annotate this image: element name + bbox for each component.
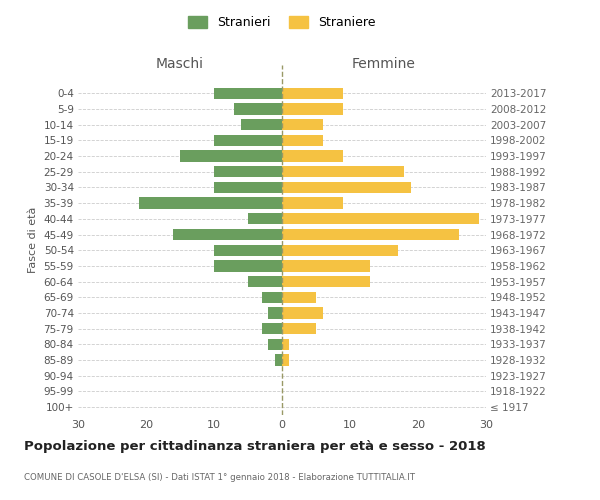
Bar [282, 338, 289, 350]
Bar [282, 276, 370, 287]
Bar [262, 323, 282, 334]
Text: Femmine: Femmine [352, 58, 416, 71]
Bar [282, 229, 459, 240]
Bar [282, 213, 479, 224]
Bar [282, 260, 370, 272]
Bar [282, 323, 316, 334]
Bar [214, 260, 282, 272]
Bar [282, 104, 343, 115]
Bar [214, 166, 282, 177]
Bar [275, 354, 282, 366]
Bar [282, 354, 289, 366]
Bar [282, 198, 343, 209]
Bar [248, 276, 282, 287]
Bar [282, 292, 316, 303]
Bar [241, 119, 282, 130]
Bar [268, 338, 282, 350]
Text: Maschi: Maschi [156, 58, 204, 71]
Bar [282, 166, 404, 177]
Bar [235, 104, 282, 115]
Bar [248, 213, 282, 224]
Y-axis label: Fasce di età: Fasce di età [28, 207, 38, 273]
Bar [282, 134, 323, 146]
Bar [214, 134, 282, 146]
Bar [214, 88, 282, 99]
Legend: Stranieri, Straniere: Stranieri, Straniere [184, 11, 380, 34]
Bar [180, 150, 282, 162]
Bar [262, 292, 282, 303]
Bar [282, 119, 323, 130]
Bar [268, 308, 282, 318]
Bar [214, 182, 282, 193]
Bar [173, 229, 282, 240]
Bar [282, 244, 398, 256]
Bar [282, 88, 343, 99]
Bar [214, 244, 282, 256]
Text: COMUNE DI CASOLE D'ELSA (SI) - Dati ISTAT 1° gennaio 2018 - Elaborazione TUTTITA: COMUNE DI CASOLE D'ELSA (SI) - Dati ISTA… [24, 472, 415, 482]
Bar [282, 182, 411, 193]
Bar [282, 308, 323, 318]
Bar [282, 150, 343, 162]
Bar [139, 198, 282, 209]
Text: Popolazione per cittadinanza straniera per età e sesso - 2018: Popolazione per cittadinanza straniera p… [24, 440, 486, 453]
